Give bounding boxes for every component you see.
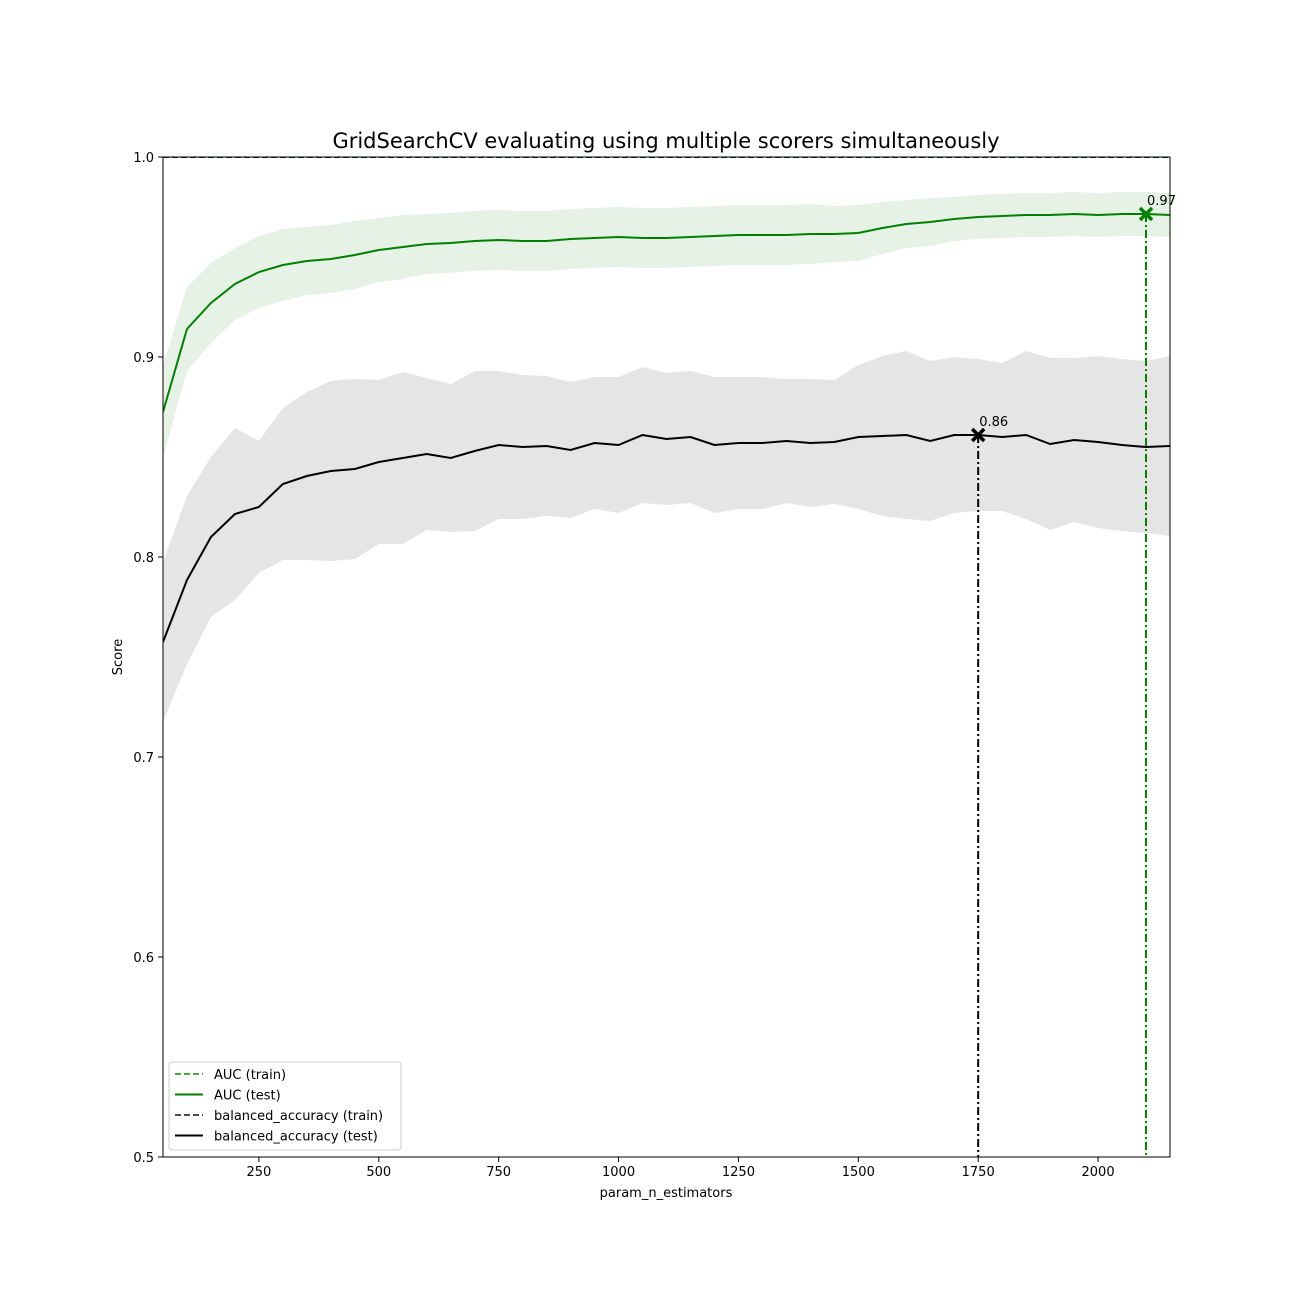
x-tick-label: 1250 — [722, 1165, 755, 1180]
annotation-label: 0.97 — [1147, 194, 1176, 209]
best-marker — [970, 427, 986, 443]
x-tick-label: 250 — [246, 1165, 271, 1180]
series-line — [163, 212, 1170, 413]
legend-box — [168, 1061, 402, 1151]
x-tick-label: 1750 — [962, 1165, 995, 1180]
y-tick-label: 0.9 — [133, 351, 154, 366]
legend: AUC (train) AUC (test) balanced_accuracy (… — [168, 1061, 402, 1151]
std-band — [163, 192, 1170, 458]
annotation-label: 0.86 — [979, 415, 1008, 430]
marker-x — [1138, 206, 1154, 222]
plot-frame — [162, 156, 1171, 1158]
legend-label: AUC (test) — [214, 1089, 281, 1104]
y-tick-label: 1.0 — [133, 151, 154, 166]
marker-x — [970, 427, 986, 443]
x-tick-label: 1000 — [602, 1165, 635, 1180]
x-tick-label: 2000 — [1082, 1165, 1115, 1180]
std-band — [163, 351, 1170, 722]
legend-label: balanced_accuracy (train) — [214, 1109, 383, 1124]
x-tick-label: 750 — [486, 1165, 511, 1180]
chart-title: GridSearchCV evaluating using multiple s… — [332, 129, 999, 153]
y-axis-label: Score — [111, 639, 126, 675]
legend-label: AUC (train) — [214, 1068, 286, 1083]
y-tick-label: 0.8 — [133, 551, 154, 566]
x-tick-label: 500 — [366, 1165, 391, 1180]
y-tick-label: 0.6 — [133, 951, 154, 966]
y-tick-label: 0.7 — [133, 751, 154, 766]
legend-label: balanced_accuracy (test) — [214, 1130, 378, 1145]
series-line — [163, 433, 1170, 643]
plot-area — [163, 157, 1170, 722]
best-marker — [1138, 206, 1154, 222]
x-tick-label: 1500 — [842, 1165, 875, 1180]
y-tick-label: 0.5 — [133, 1151, 154, 1166]
x-axis-label: param_n_estimators — [600, 1186, 733, 1201]
